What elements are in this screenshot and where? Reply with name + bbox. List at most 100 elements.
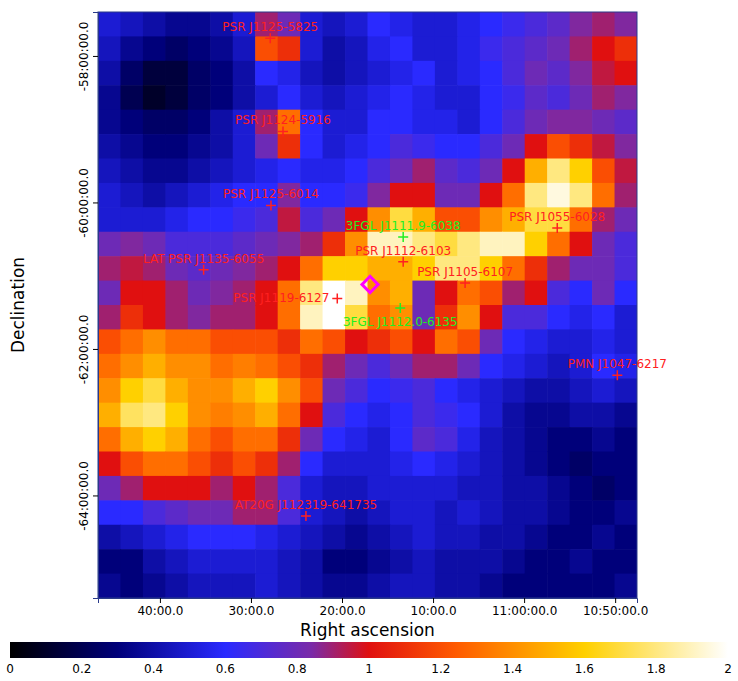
heat-cell (143, 354, 166, 379)
heat-cell (592, 110, 615, 135)
heat-cell (323, 354, 346, 379)
heat-cell (592, 12, 615, 37)
x-tick: 10:50:00.0 (583, 598, 648, 618)
heat-cell (368, 452, 391, 477)
heat-cell (210, 36, 233, 61)
heat-cell (120, 378, 143, 403)
heat-cell (547, 159, 570, 184)
heat-cell (480, 183, 503, 208)
heat-cell (525, 85, 548, 110)
heat-cell (143, 427, 166, 452)
heat-cell (435, 500, 458, 525)
heat-cell (502, 85, 525, 110)
heat-cell (345, 85, 368, 110)
heat-cell (547, 134, 570, 159)
heat-cell (165, 427, 188, 452)
heat-cell (255, 403, 278, 428)
heat-cell (368, 378, 391, 403)
heat-cell (98, 378, 121, 403)
heat-cell (120, 354, 143, 379)
heat-cell (390, 378, 413, 403)
heat-cell (188, 61, 211, 86)
heat-cell (233, 159, 256, 184)
chart: PSR J1125-5825PSR J1124-5916PSR J1125-60… (0, 0, 738, 681)
heat-cell (165, 476, 188, 501)
heat-cell (120, 452, 143, 477)
heat-cell (210, 403, 233, 428)
heat-cell (210, 281, 233, 306)
heat-cell (143, 110, 166, 135)
heat-cell (570, 61, 593, 86)
heat-cell (547, 12, 570, 37)
heat-cell (368, 354, 391, 379)
heat-cell (547, 427, 570, 452)
heat-cell (525, 232, 548, 257)
x-tick-mark (433, 598, 434, 603)
source-marker (266, 200, 276, 210)
heat-cell (435, 549, 458, 574)
heat-cell (143, 574, 166, 598)
heat-cell (480, 525, 503, 550)
heat-cell (165, 378, 188, 403)
source-labels: PSR J1125-5825PSR J1124-5916PSR J1125-60… (143, 20, 667, 512)
x-axis: 40:00.030:00.020:00.010:00.011:00:00.010… (99, 598, 649, 618)
heat-cell (278, 85, 301, 110)
heat-cell (188, 549, 211, 574)
heat-cell (570, 281, 593, 306)
heat-cell (525, 354, 548, 379)
heat-cell (345, 354, 368, 379)
heat-cell (300, 159, 323, 184)
heat-cell (390, 525, 413, 550)
heat-cell (345, 61, 368, 86)
y-axis-line (93, 13, 99, 599)
heat-cell (143, 549, 166, 574)
heat-cell (390, 85, 413, 110)
x-tick-mark (342, 598, 343, 603)
x-tick-mark (524, 598, 525, 603)
x-tick: 20:00.0 (319, 598, 365, 618)
heat-cell (502, 12, 525, 37)
heat-cell (480, 476, 503, 501)
color-bar-tick-label: 0.4 (144, 662, 163, 676)
heat-cell (502, 61, 525, 86)
heat-cell (188, 159, 211, 184)
heat-cell (323, 256, 346, 281)
heat-cell (615, 281, 637, 306)
x-axis-title: Right ascension (300, 620, 435, 640)
heat-cell (255, 329, 278, 354)
heat-cell (547, 183, 570, 208)
heat-cell (435, 354, 458, 379)
heat-cell (592, 427, 615, 452)
heat-cell (188, 574, 211, 598)
heat-cell (547, 329, 570, 354)
heat-cell (188, 329, 211, 354)
heat-cell (502, 232, 525, 257)
heat-cell (390, 110, 413, 135)
heat-cell (592, 159, 615, 184)
heat-cell (120, 427, 143, 452)
heat-cell (480, 110, 503, 135)
heat-cell (345, 329, 368, 354)
x-tick: 40:00.0 (137, 598, 183, 618)
heat-cell (188, 110, 211, 135)
heat-cell (165, 207, 188, 232)
heat-cell (615, 549, 637, 574)
heat-cell (570, 549, 593, 574)
heat-cell (480, 134, 503, 159)
heat-cell (188, 354, 211, 379)
heat-cell (525, 549, 548, 574)
heat-cell (120, 525, 143, 550)
heat-cell (300, 207, 323, 232)
heat-cell (345, 549, 368, 574)
source-marker (199, 265, 209, 275)
heat-cell (502, 500, 525, 525)
heat-cell (592, 305, 615, 330)
heat-cell (412, 354, 435, 379)
heat-cell (143, 281, 166, 306)
source-marker (460, 278, 470, 288)
heat-cell (210, 574, 233, 598)
heat-cell (435, 134, 458, 159)
heat-cell (592, 256, 615, 281)
heat-cell (570, 403, 593, 428)
heat-cell (615, 12, 637, 37)
